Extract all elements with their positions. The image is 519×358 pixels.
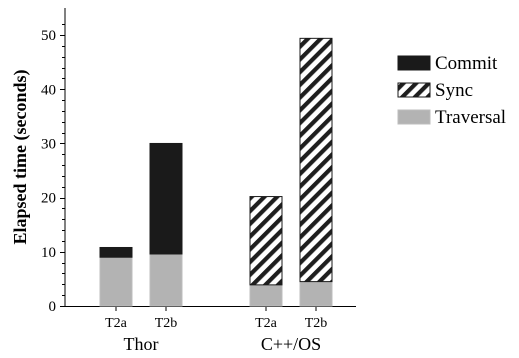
group-label: C++/OS (261, 334, 321, 354)
legend-swatch-sync (397, 82, 431, 98)
bar-segment-sync (299, 37, 333, 283)
category-label: T2b (155, 316, 178, 331)
bar-segment-traversal (299, 281, 333, 307)
y-tick-label: 20 (41, 191, 56, 207)
legend-label: Traversal (435, 107, 506, 128)
y-tick-label: 30 (41, 136, 56, 152)
legend-label: Sync (435, 80, 473, 101)
bar-segment-commit (149, 142, 183, 255)
legend-label: Commit (435, 53, 498, 74)
bar-segment-traversal (99, 256, 133, 307)
labels: 0 10 20 30 40 50 T2a T2b T2a T2b Thor C++/OS Elapsed… (10, 28, 327, 354)
category-label: T2a (105, 316, 128, 331)
bar-segment-traversal (249, 284, 283, 307)
y-tick-label: 0 (49, 299, 57, 315)
bar-segment-commit (99, 246, 133, 258)
legend-swatch-commit (397, 55, 431, 71)
bars (99, 37, 333, 307)
category-label: T2a (255, 316, 278, 331)
bar-segment-sync (249, 196, 283, 286)
bar-segment-traversal (149, 253, 183, 307)
group-label: Thor (124, 334, 159, 354)
legend: Commit Sync Traversal (397, 53, 506, 128)
y-tick-label: 10 (41, 245, 56, 261)
legend-swatch-traversal (397, 109, 431, 125)
category-label: T2b (305, 316, 328, 331)
y-tick-label: 50 (41, 28, 56, 44)
y-axis-label: Elapsed time (seconds) (10, 69, 31, 244)
y-tick-label: 40 (41, 82, 56, 98)
